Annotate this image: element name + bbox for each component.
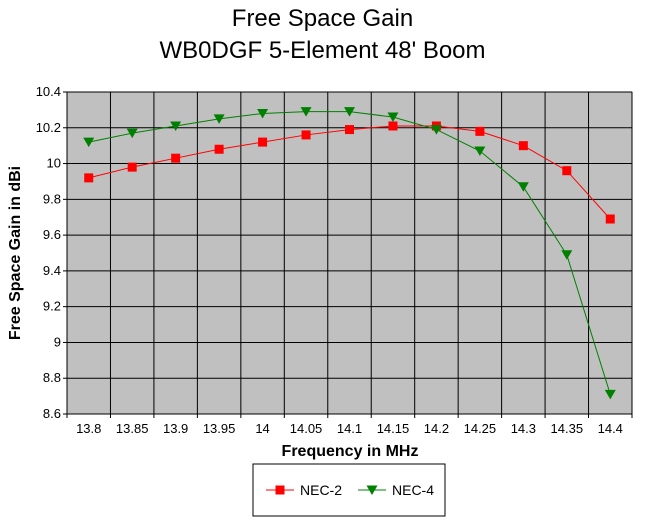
x-tick-label: 14.1	[337, 421, 362, 436]
x-tick-label: 13.8	[76, 421, 101, 436]
series-nec-4	[83, 107, 616, 400]
plot-area	[66, 91, 633, 415]
y-axis-ticks: 8.6 8.8 9 9.2 9.4 9.6 9.8 10 10.2 10.4	[36, 84, 67, 421]
data-point-nec-4	[517, 182, 529, 192]
data-point-nec-2	[301, 130, 311, 140]
data-point-nec-4	[387, 112, 399, 123]
x-tick-label: 14.4	[598, 421, 623, 436]
data-point-nec-4	[430, 125, 442, 135]
data-point-nec-2	[214, 144, 224, 154]
data-point-nec-2	[518, 141, 528, 151]
series-nec-2	[84, 121, 615, 224]
x-tick-label: 14.05	[290, 421, 323, 436]
legend-marker-nec-2	[275, 485, 285, 495]
data-point-nec-2	[345, 125, 354, 135]
x-tick-label: 13.85	[116, 421, 149, 436]
data-point-nec-4	[170, 121, 182, 131]
data-point-nec-2	[127, 162, 137, 172]
legend-label-nec-2: NEC-2	[300, 482, 342, 498]
x-tick-label: 14.35	[551, 421, 584, 436]
data-point-nec-4	[257, 108, 269, 119]
y-tick-label: 9.6	[43, 227, 61, 242]
chart-subtitle: WB0DGF 5-Element 48' Boom	[159, 37, 486, 64]
data-point-nec-2	[562, 166, 572, 176]
y-tick-label: 10.4	[36, 84, 61, 99]
y-tick-label: 9.4	[43, 263, 61, 278]
grid	[66, 91, 633, 415]
y-tick-label: 9	[54, 334, 61, 349]
legend-marker-nec-4	[366, 485, 378, 495]
data-point-nec-4	[213, 114, 225, 124]
x-tick-label: 14	[255, 421, 269, 436]
data-point-nec-4	[83, 137, 95, 148]
x-tick-label: 14.25	[464, 421, 497, 436]
data-point-nec-2	[388, 121, 398, 131]
series-layer	[83, 107, 616, 400]
x-tick-label: 13.95	[203, 421, 236, 436]
data-point-nec-4	[126, 128, 138, 139]
data-point-nec-4	[561, 250, 573, 260]
x-tick-label: 14.2	[424, 421, 449, 436]
x-tick-label: 14.3	[511, 421, 536, 436]
data-point-nec-4	[300, 107, 312, 117]
x-tick-label: 14.15	[377, 421, 410, 436]
data-point-nec-2	[475, 126, 485, 136]
x-tick-label: 13.9	[163, 421, 188, 436]
legend-label-nec-4: NEC-4	[392, 482, 434, 498]
data-point-nec-4	[474, 146, 486, 157]
data-point-nec-2	[605, 214, 615, 224]
y-tick-label: 10	[47, 156, 61, 171]
legend-item-nec-4: NEC-4	[358, 482, 434, 498]
y-tick-label: 8.6	[43, 406, 61, 421]
y-tick-label: 9.2	[43, 299, 61, 314]
data-point-nec-4	[344, 107, 355, 117]
data-point-nec-2	[258, 137, 268, 147]
y-tick-label: 8.8	[43, 370, 61, 385]
legend: NEC-2 NEC-4	[252, 463, 446, 517]
data-point-nec-2	[171, 153, 181, 163]
y-axis-label: Free Space Gain in dBi	[7, 166, 24, 340]
chart-title: Free Space Gain	[231, 5, 414, 32]
x-axis-ticks: 13.8 13.85 13.9 13.95 14 14.05 14.1 14.15 14.2 14…	[66, 414, 633, 436]
legend-item-nec-2: NEC-2	[266, 482, 342, 498]
y-tick-label: 10.2	[36, 120, 61, 135]
data-point-nec-2	[84, 173, 94, 183]
x-axis-label: Frequency in MHz	[282, 443, 419, 460]
y-tick-label: 9.8	[43, 191, 61, 206]
data-point-nec-4	[604, 389, 616, 400]
